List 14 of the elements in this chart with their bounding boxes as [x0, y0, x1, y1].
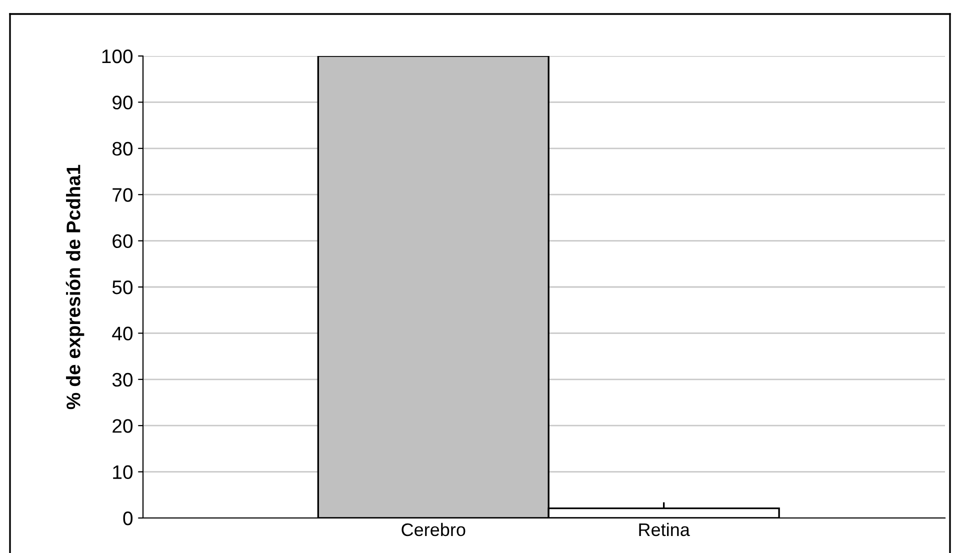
y-tick-label: 30 [112, 372, 133, 387]
y-tick-label: 0 [123, 511, 133, 526]
y-tick-label: 20 [112, 419, 133, 433]
y-tick-label: 70 [112, 188, 133, 202]
y-axis-title: % de expresión de Pcdha1 [66, 164, 84, 410]
y-tick-label: 40 [112, 326, 133, 340]
y-tick-label: 100 [102, 49, 133, 64]
x-tick-label: Cerebro [402, 522, 466, 536]
y-tick-label: 10 [113, 465, 133, 480]
x-tick-label: Retina [639, 522, 690, 536]
y-tick-label: 60 [112, 234, 133, 248]
y-tick-label: 50 [112, 280, 133, 294]
y-tick-label: 90 [112, 96, 133, 110]
y-tick-label: 80 [112, 142, 133, 156]
